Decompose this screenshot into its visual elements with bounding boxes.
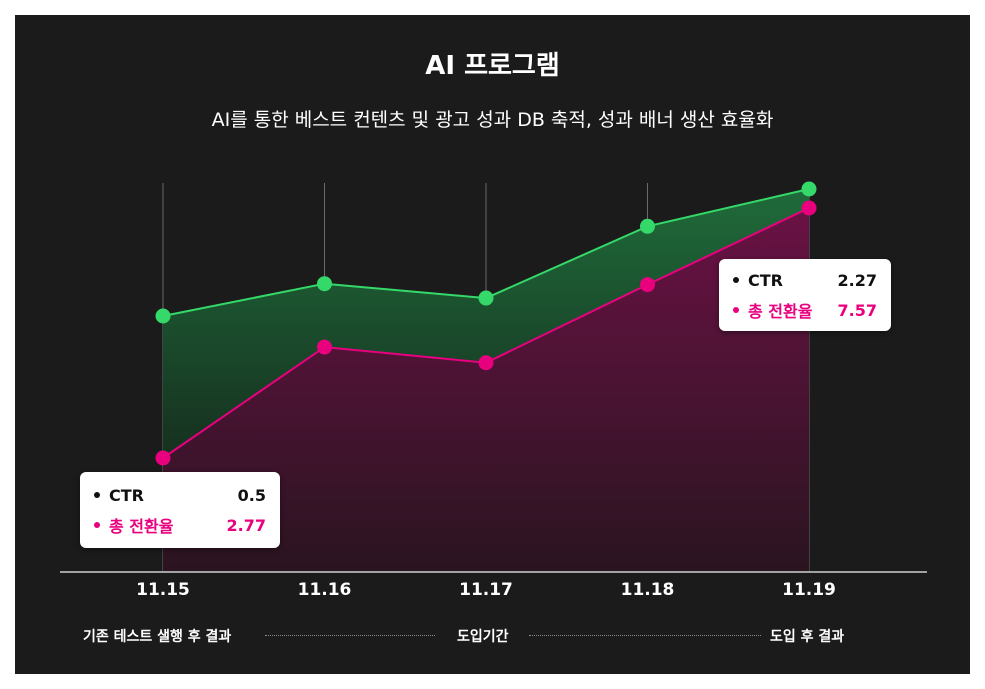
tooltip-conversion-label: 총 전환율 bbox=[109, 517, 174, 536]
phase-during-label: 도입기간 bbox=[457, 629, 509, 645]
chart-panel: AI 프로그램 AI를 통한 베스트 컨텐츠 및 광고 성과 DB 축적, 성과… bbox=[15, 15, 970, 674]
x-tick-label: 11.16 bbox=[298, 580, 352, 600]
phase-divider-left bbox=[265, 635, 435, 636]
ctr-bullet-icon bbox=[733, 277, 739, 283]
tooltip-ctr-row: CTR 0.5 bbox=[94, 480, 266, 510]
tooltip-end: CTR 2.27 총 전환율 7.57 bbox=[719, 259, 891, 331]
chart-title: AI 프로그램 bbox=[425, 51, 560, 81]
tooltip-ctr-value: 0.5 bbox=[237, 485, 266, 505]
x-tick-label: 11.19 bbox=[782, 580, 836, 600]
tooltip-ctr-label: CTR bbox=[748, 270, 783, 290]
x-tick-label: 11.15 bbox=[136, 580, 190, 600]
conversion-bullet-icon bbox=[94, 522, 100, 528]
ctr-area bbox=[163, 189, 809, 458]
ctr-point bbox=[801, 181, 817, 197]
tooltip-conversion-value: 7.57 bbox=[837, 300, 877, 320]
conversion-area bbox=[163, 208, 809, 572]
tooltip-conversion-label: 총 전환율 bbox=[748, 302, 813, 321]
tooltip-start: CTR 0.5 총 전환율 2.77 bbox=[80, 472, 280, 548]
tooltip-conversion-row: 총 전환율 2.77 bbox=[94, 510, 266, 540]
conversion-point bbox=[155, 450, 171, 466]
ctr-point bbox=[155, 308, 171, 324]
ctr-point bbox=[317, 276, 332, 292]
phase-before-label: 기존 테스트 샐행 후 결과 bbox=[83, 629, 232, 645]
ctr-point bbox=[478, 290, 494, 306]
tooltip-conversion-row: 총 전환율 7.57 bbox=[733, 295, 877, 325]
phase-divider-right bbox=[529, 635, 761, 636]
conversion-point bbox=[317, 339, 332, 355]
tooltip-ctr-value: 2.27 bbox=[837, 270, 877, 290]
conversion-point bbox=[640, 277, 655, 293]
tooltip-conversion-value: 2.77 bbox=[226, 515, 266, 535]
conversion-point bbox=[801, 200, 817, 216]
conversion-bullet-icon bbox=[733, 307, 739, 313]
x-tick-label: 11.17 bbox=[459, 580, 513, 600]
plot-area: 11.15 11.16 11.17 11.18 11.19 bbox=[60, 181, 927, 600]
ctr-point bbox=[640, 218, 655, 234]
tooltip-ctr-label: CTR bbox=[109, 485, 144, 505]
phase-after-label: 도입 후 결과 bbox=[770, 629, 845, 645]
ctr-bullet-icon bbox=[94, 492, 100, 498]
x-tick-label: 11.18 bbox=[621, 580, 675, 600]
chart-subtitle: AI를 통한 베스트 컨텐츠 및 광고 성과 DB 축적, 성과 배너 생산 효… bbox=[211, 109, 774, 131]
tooltip-ctr-row: CTR 2.27 bbox=[733, 265, 877, 295]
conversion-point bbox=[478, 355, 494, 371]
